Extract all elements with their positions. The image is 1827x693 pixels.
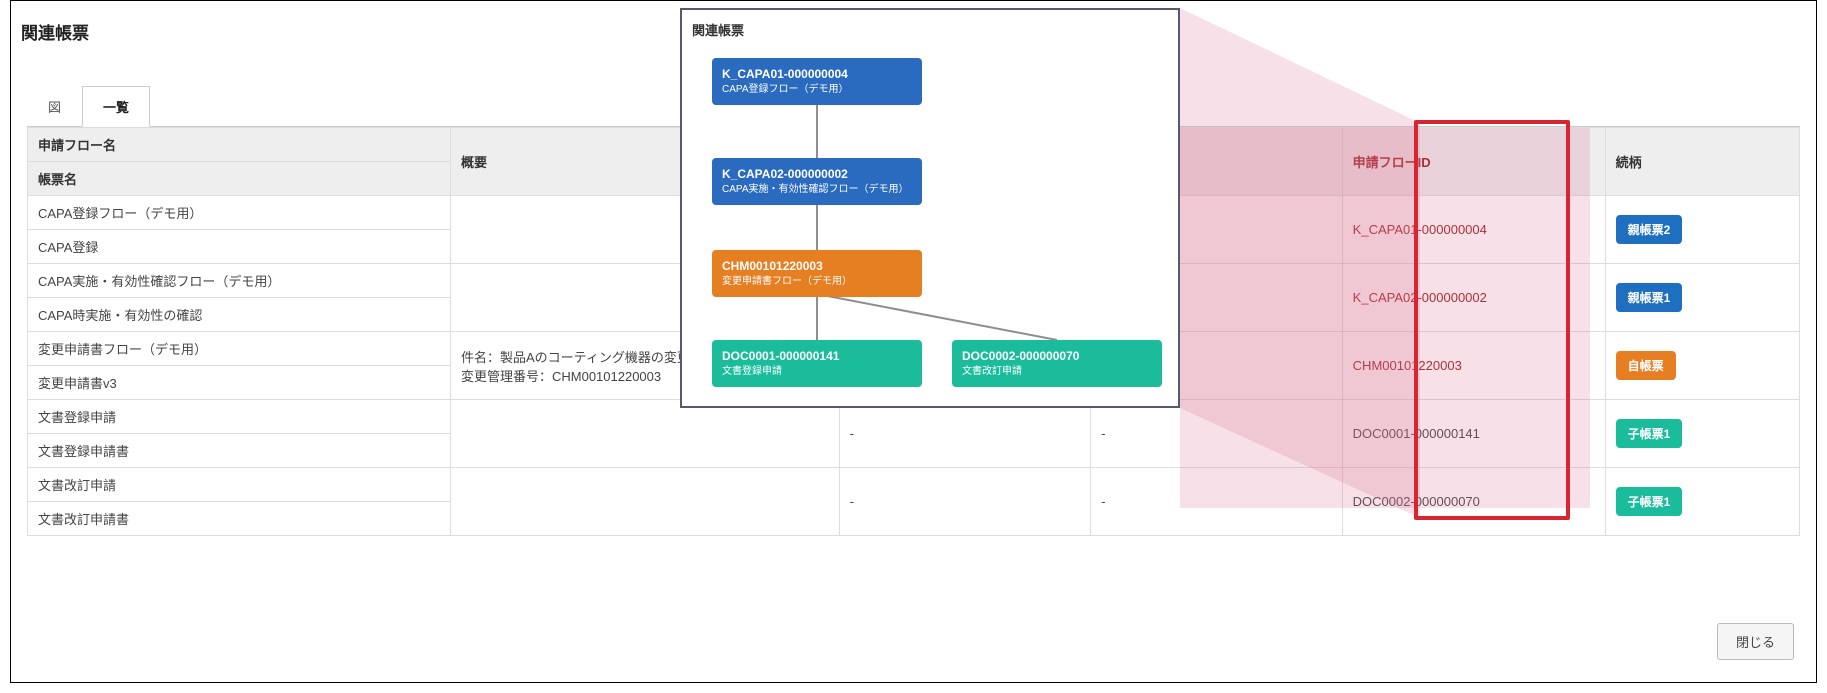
relation-badge: 自帳票 <box>1616 351 1676 380</box>
th-flow-name: 申請フロー名 <box>28 128 451 162</box>
cell-form-name: CAPA登録 <box>28 230 451 264</box>
diagram-node-id: K_CAPA02-000000002 <box>722 166 912 183</box>
cell-relation: 親帳票1 <box>1605 264 1799 332</box>
cell-date2: - <box>1091 400 1343 468</box>
cell-flow-id: DOC0001-000000141 <box>1342 400 1605 468</box>
cell-flow-name: CAPA実施・有効性確認フロー（デモ用） <box>28 264 451 298</box>
tab-diagram[interactable]: 図 <box>27 86 82 127</box>
cell-flow-name: CAPA登録フロー（デモ用） <box>28 196 451 230</box>
cell-flow-name: 文書登録申請 <box>28 400 451 434</box>
diagram-node-id: K_CAPA01-000000004 <box>722 66 912 83</box>
cell-flow-id: CHM00101220003 <box>1342 332 1605 400</box>
tab-list[interactable]: 一覧 <box>82 86 150 127</box>
diagram-node[interactable]: K_CAPA01-000000004CAPA登録フロー（デモ用） <box>712 58 922 105</box>
relation-badge: 親帳票2 <box>1616 215 1683 244</box>
diagram-node-label: 変更申請書フロー（デモ用） <box>722 275 912 289</box>
cell-form-name: CAPA時実施・有効性の確認 <box>28 298 451 332</box>
diagram-node-id: DOC0002-000000070 <box>962 348 1152 365</box>
cell-form-name: 文書登録申請書 <box>28 434 451 468</box>
diagram-node[interactable]: DOC0002-000000070文書改訂申請 <box>952 340 1162 387</box>
cell-overview <box>450 468 839 536</box>
cell-flow-name: 変更申請書フロー（デモ用） <box>28 332 451 366</box>
cell-form-name: 変更申請書v3 <box>28 366 451 400</box>
relation-badge: 子帳票1 <box>1616 487 1683 516</box>
cell-relation: 自帳票 <box>1605 332 1799 400</box>
diagram-node[interactable]: K_CAPA02-000000002CAPA実施・有効性確認フロー（デモ用） <box>712 158 922 205</box>
cell-relation: 親帳票2 <box>1605 196 1799 264</box>
panel-title: 関連帳票 <box>21 19 89 44</box>
relation-badge: 子帳票1 <box>1616 419 1683 448</box>
diagram-node[interactable]: CHM00101220003変更申請書フロー（デモ用） <box>712 250 922 297</box>
diagram-node[interactable]: DOC0001-000000141文書登録申請 <box>712 340 922 387</box>
cell-overview <box>450 400 839 468</box>
cell-date2: - <box>1091 468 1343 536</box>
diagram-node-label: 文書登録申請 <box>722 365 912 379</box>
cell-flow-id: DOC0002-000000070 <box>1342 468 1605 536</box>
cell-date1: - <box>839 468 1091 536</box>
cell-flow-id: K_CAPA01-000000004 <box>1342 196 1605 264</box>
th-form-name: 帳票名 <box>28 162 451 196</box>
th-relation: 続柄 <box>1605 128 1799 196</box>
cell-flow-name: 文書改訂申請 <box>28 468 451 502</box>
diagram-popup: 関連帳票 K_CAPA01-000000004CAPA登録フロー（デモ用）K_C… <box>680 8 1180 408</box>
cell-form-name: 文書改訂申請書 <box>28 502 451 536</box>
table-row: 文書改訂申請 - - DOC0002-000000070 子帳票1 <box>28 468 1800 502</box>
diagram-node-label: CAPA実施・有効性確認フロー（デモ用） <box>722 183 912 197</box>
cell-date1: - <box>839 400 1091 468</box>
th-flow-id: 申請フローID <box>1342 128 1605 196</box>
close-button[interactable]: 閉じる <box>1717 623 1794 660</box>
diagram-node-label: 文書改訂申請 <box>962 365 1152 379</box>
diagram-title: 関連帳票 <box>692 20 1168 39</box>
diagram-node-label: CAPA登録フロー（デモ用） <box>722 83 912 97</box>
cell-relation: 子帳票1 <box>1605 468 1799 536</box>
diagram-node-id: DOC0001-000000141 <box>722 348 912 365</box>
diagram-node-id: CHM00101220003 <box>722 258 912 275</box>
cell-flow-id: K_CAPA02-000000002 <box>1342 264 1605 332</box>
relation-badge: 親帳票1 <box>1616 283 1683 312</box>
cell-relation: 子帳票1 <box>1605 400 1799 468</box>
